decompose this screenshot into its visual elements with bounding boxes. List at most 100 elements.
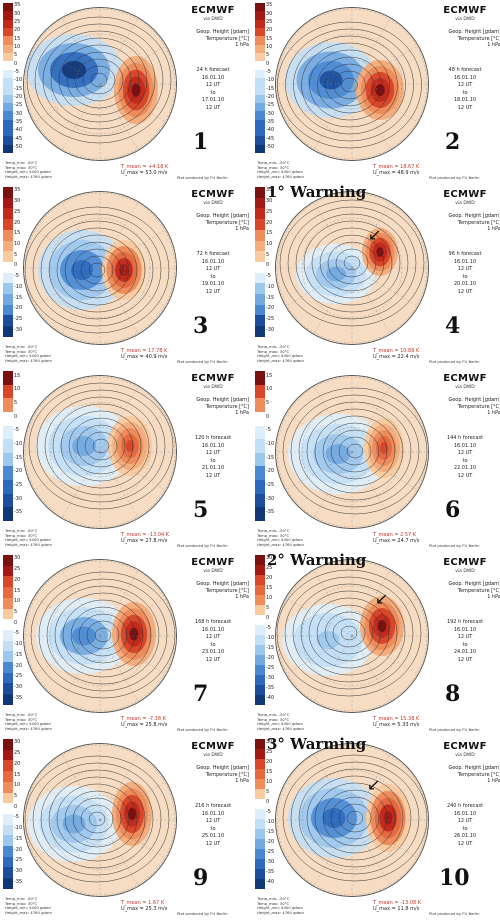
forecast-info: 120 h forecast 16.01.10 12 UT to 21.01.10 12 …: [185, 435, 241, 480]
colorbar-tick-label: -10: [14, 641, 23, 648]
meridian-line: [286, 635, 353, 675]
produced-by: Plot produced by FU Berlin: [177, 175, 228, 180]
colorbar-segment: [3, 771, 13, 782]
height-contour: [40, 220, 154, 320]
panel-number: 10: [439, 865, 470, 891]
init-time: 12 UT: [205, 450, 221, 456]
height-contour: [94, 627, 112, 643]
temperature-colorbar: [3, 3, 13, 153]
colorbar-segment: [255, 187, 265, 198]
colorbar-segment: [3, 44, 13, 53]
colorbar-tick-label: 20: [266, 219, 273, 226]
panel-header: ECMWF via DWD: [179, 741, 247, 758]
meridian-line: [351, 635, 418, 675]
model-title: ECMWF: [443, 741, 487, 752]
colorbar-tick-label: -25: [266, 665, 275, 671]
height-contour: [292, 583, 406, 683]
colorbar-segment: [255, 645, 265, 655]
meridian-line: [351, 229, 418, 269]
colorbar-segment: [255, 605, 265, 615]
meridian-line: [351, 83, 418, 123]
variable-label: Temperature [°C]: [457, 35, 500, 42]
meridian-line: [286, 597, 353, 637]
meridian-line: [34, 819, 101, 859]
variable-labels: Geop. Height [gdam] Temperature [°C] 1 hPa: [185, 765, 249, 785]
variable-labels: Geop. Height [gdam] Temperature [°C] 1 hPa: [437, 397, 500, 417]
init-date: 16.01.10: [453, 442, 477, 449]
temperature-colorbar: [3, 739, 13, 889]
colorbar-tick-label: 20: [14, 760, 21, 767]
footer-line: Temp_max: 30°C: [257, 900, 290, 906]
colorbar-tick-label: -10: [14, 441, 23, 447]
colorbar-segment: [255, 595, 265, 605]
meridian-line: [34, 229, 101, 269]
colorbar-tick-label: 10: [14, 386, 21, 393]
colorbar-segment: [3, 294, 13, 305]
colorbar-tick-label: -15: [266, 85, 275, 92]
colorbar-tick-label: 20: [14, 576, 21, 583]
colorbar-segment: [255, 283, 265, 295]
forecast-info: 24 h forecast 16.01.10 12 UT to 17.01.10 12 U…: [185, 67, 241, 112]
latitude-circle: [276, 192, 428, 344]
footer-line: Height_max: 4760 gdam: [5, 909, 52, 915]
mean-temperature: T_mean = 10.88 K: [373, 348, 420, 354]
colorbar-tick-label: -30: [266, 495, 275, 502]
colorbar-tick-label: -25: [266, 315, 275, 322]
valid-time: 12 UT: [205, 104, 221, 111]
panel-number: 4: [445, 313, 461, 339]
colorbar-tick-label: -35: [266, 685, 275, 691]
height-contour: [317, 56, 382, 114]
meridian-line: [351, 451, 391, 518]
to-label: to: [462, 825, 468, 832]
height-contour: [32, 762, 162, 876]
meridian-line: [34, 635, 101, 675]
colorbar-tick-label: -35: [266, 118, 275, 125]
latitude-circle: [276, 8, 428, 160]
temperature-field: [276, 744, 428, 896]
init-time: 12 UT: [205, 82, 221, 88]
meridian-line: [99, 570, 139, 637]
meridian-line: [34, 781, 101, 821]
colorbar-tick-label: -35: [266, 869, 275, 875]
variable-label: 1 hPa: [487, 778, 500, 784]
height-contour: [325, 63, 374, 107]
colorbar-segment: [255, 229, 265, 241]
colorbar-tick-label: 0: [14, 413, 18, 420]
colorbar-tick-label: -30: [266, 675, 275, 681]
meridian-line: [61, 202, 101, 269]
colorbar-segment: [3, 11, 13, 20]
variable-labels: Geop. Height [gdam] Temperature [°C] 1 hPa: [185, 29, 249, 49]
footer-line: Temp_min: -50°C: [5, 160, 38, 165]
map-panel-5: 15 10 5 0 -5 -10 -15 -20 -25 -30 -35 ECMWF via DWD Ge…: [1, 369, 249, 551]
panel-number: 2: [445, 129, 461, 155]
colorbar-segment: [3, 878, 13, 889]
colorbar-segment: [255, 452, 265, 467]
colorbar-segment: [255, 769, 265, 779]
variable-label: Geop. Height [gdam]: [448, 581, 500, 587]
panel-number: 6: [445, 497, 461, 523]
meridian-line: [99, 819, 139, 886]
panel-header: ECMWF via DWD: [431, 373, 499, 390]
height-contour: [56, 783, 138, 855]
max-wind: U_max = 48.9 m/s: [373, 170, 420, 176]
colorbar-tick-label: -35: [14, 878, 23, 885]
colorbar-segment: [3, 111, 13, 120]
colorbar-tick-label: 0: [266, 60, 270, 67]
meridian-line: [313, 819, 353, 886]
max-wind: U_max = 5.33 m/s: [373, 722, 420, 728]
variable-label: Temperature [°C]: [205, 771, 249, 778]
colorbar-segment: [255, 425, 265, 440]
colorbar-segment: [3, 781, 13, 793]
colorbar-tick-label: -30: [14, 495, 23, 502]
footer-stats: Temp_min: -50°C Temp_max: 30°C Height_min:…: [5, 896, 52, 915]
produced-by: Plot produced by FU Berlin: [177, 543, 228, 548]
colorbar-tick-label: -25: [266, 849, 275, 855]
colorbar-segment: [3, 452, 13, 467]
footer-stats: Temp_min: -50°C Temp_max: 30°C Height_min:…: [257, 160, 304, 179]
init-time: 12 UT: [457, 818, 473, 824]
forecast-hours: 96 h forecast: [448, 251, 482, 257]
colorbar-segment: [255, 77, 265, 87]
colorbar-tick-label: 10: [266, 240, 273, 247]
valid-time: 12 UT: [457, 472, 473, 479]
colorbar-tick-label: 0: [266, 413, 270, 420]
